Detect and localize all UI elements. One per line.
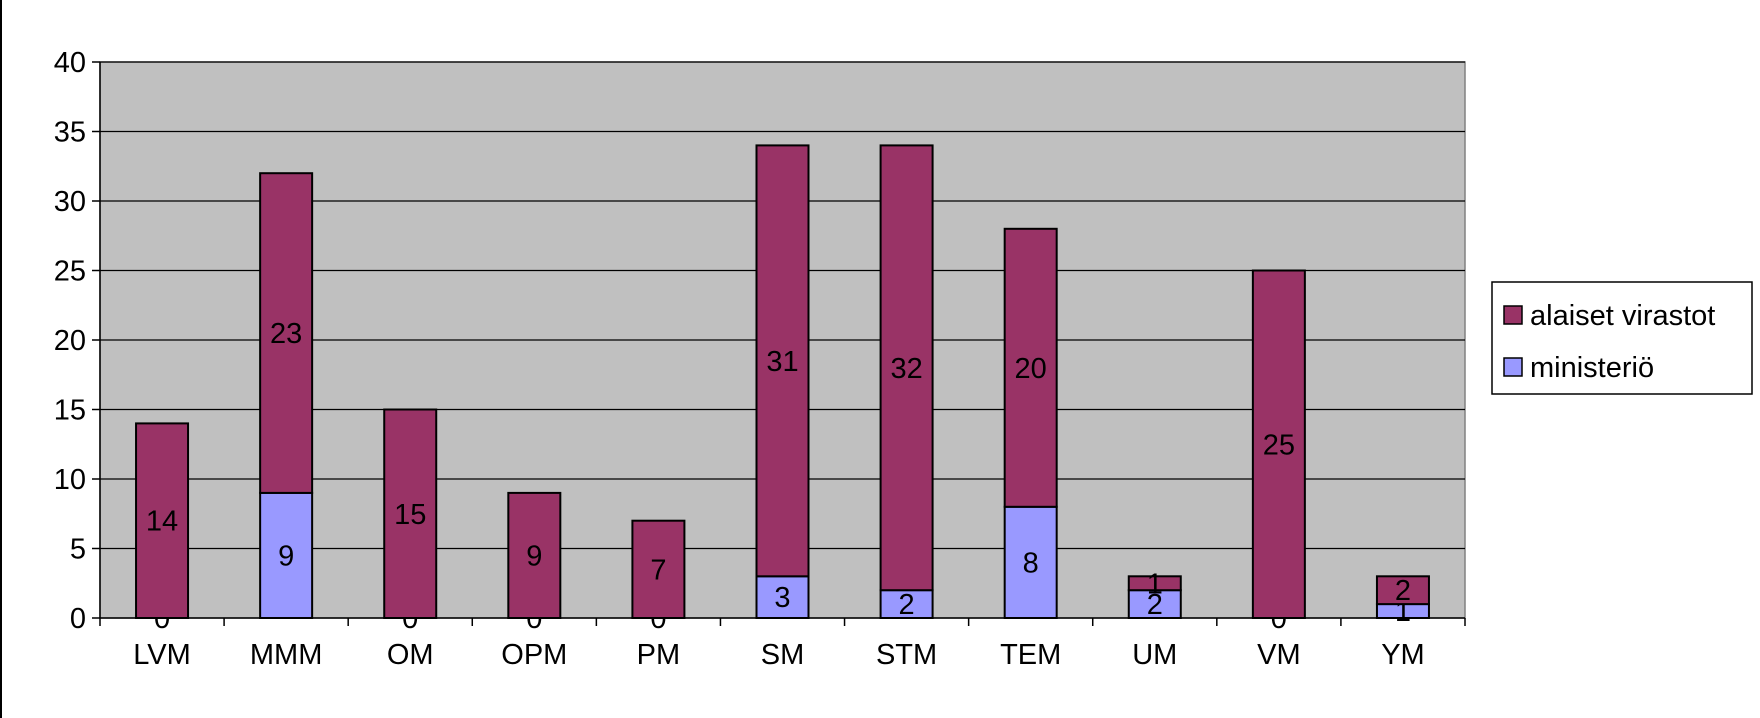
data-label: 2 <box>1395 575 1411 607</box>
bar-segment <box>1127 575 1182 592</box>
x-tick-label: UM <box>1132 639 1177 671</box>
bar-segment <box>383 408 438 619</box>
x-tick-label: VM <box>1257 639 1301 671</box>
y-tick-label: 10 <box>54 464 86 496</box>
y-tick-label: 35 <box>54 117 86 149</box>
x-tick-label: TEM <box>1000 639 1061 671</box>
data-label: 3 <box>774 582 790 614</box>
bar-segment <box>631 519 686 620</box>
x-tick-label: SM <box>761 639 805 671</box>
y-tick-label: 40 <box>54 47 86 79</box>
bar-segment <box>1251 269 1306 619</box>
data-label: 31 <box>766 346 798 378</box>
bar-segment <box>259 491 314 619</box>
y-tick-label: 5 <box>70 534 86 566</box>
data-label: 1 <box>1147 568 1163 600</box>
x-tick-label: YM <box>1381 639 1425 671</box>
legend-swatch <box>1503 357 1523 377</box>
x-tick-label: STM <box>876 639 937 671</box>
y-tick-label: 0 <box>70 603 86 635</box>
data-label: 32 <box>890 353 922 385</box>
data-label: 23 <box>270 318 302 350</box>
data-label: 15 <box>394 499 426 531</box>
y-tick-label: 15 <box>54 395 86 427</box>
x-tick-label: OM <box>387 639 434 671</box>
y-tick-label: 30 <box>54 186 86 218</box>
data-label: 14 <box>146 506 178 538</box>
data-label: 9 <box>278 540 294 572</box>
y-tick-label: 20 <box>54 325 86 357</box>
bar-segment <box>1003 505 1058 619</box>
data-label: 2 <box>899 589 915 621</box>
bar-segment <box>259 172 314 494</box>
x-tick-label: MMM <box>250 639 322 671</box>
legend-box <box>1491 281 1753 395</box>
bar-segment <box>1375 575 1430 606</box>
bar-segment <box>755 575 810 619</box>
legend-swatch <box>1503 305 1523 325</box>
data-label: 25 <box>1263 429 1295 461</box>
bar-segment <box>135 422 190 619</box>
bar-segment <box>879 589 934 620</box>
bar-segment <box>507 491 562 619</box>
data-label: 2 <box>1147 589 1163 621</box>
data-label: 9 <box>526 540 542 572</box>
bar-segment <box>755 144 810 578</box>
bar-segment <box>1003 227 1058 508</box>
legend-label: ministeriö <box>1530 352 1654 384</box>
x-tick-label: OPM <box>501 639 567 671</box>
legend-label: alaiset virastot <box>1530 300 1715 332</box>
y-tick-label: 25 <box>54 256 86 288</box>
x-tick-label: LVM <box>133 639 190 671</box>
data-label: 8 <box>1023 547 1039 579</box>
data-label: 7 <box>650 554 666 586</box>
x-tick-label: PM <box>637 639 681 671</box>
data-label: 20 <box>1015 353 1047 385</box>
bar-segment <box>879 144 934 592</box>
